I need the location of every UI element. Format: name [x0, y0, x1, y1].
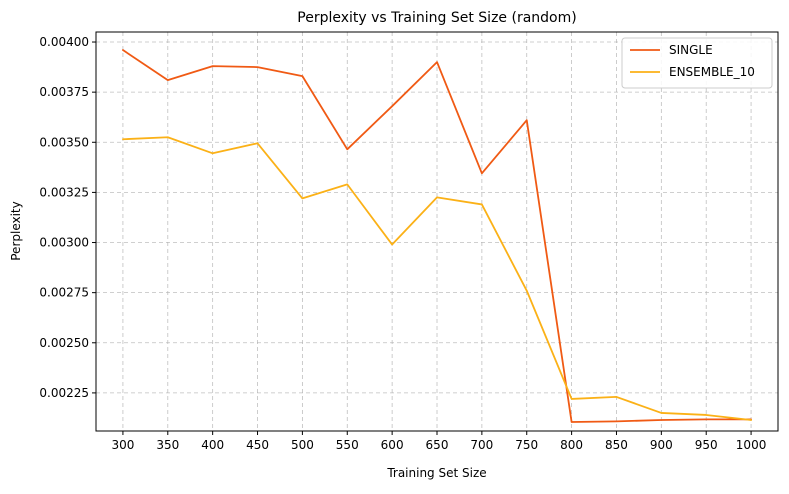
- y-axis-title: Perplexity: [9, 201, 23, 261]
- x-tick-label: 500: [291, 438, 314, 452]
- y-tick-label: 0.00225: [39, 386, 89, 400]
- grid: [96, 32, 778, 431]
- y-tick-label: 0.00350: [39, 135, 89, 149]
- x-tick-label: 1000: [736, 438, 767, 452]
- legend: SINGLE ENSEMBLE_10: [621, 37, 773, 89]
- x-tick-label: 800: [560, 438, 583, 452]
- x-tick-label: 450: [246, 438, 269, 452]
- x-tick-label: 350: [156, 438, 179, 452]
- series-line-ensemble-10: [122, 136, 752, 421]
- y-tick-label: 0.00325: [39, 185, 89, 199]
- y-tick-label: 0.00400: [39, 35, 89, 49]
- series-lines: [122, 49, 752, 423]
- x-axis-title: Training Set Size: [386, 466, 486, 480]
- y-tick-label: 0.00375: [39, 85, 89, 99]
- y-tick-label: 0.00275: [39, 286, 89, 300]
- legend-label: ENSEMBLE_10: [669, 65, 755, 79]
- chart-title: Perplexity vs Training Set Size (random): [297, 10, 576, 26]
- x-tick-label: 600: [381, 438, 404, 452]
- x-tick-label: 850: [605, 438, 628, 452]
- x-tick-label: 550: [336, 438, 359, 452]
- y-axis: 0.00225 0.00250 0.00275 0.00300 0.00325 0.003…: [39, 35, 96, 400]
- x-tick-label: 950: [695, 438, 718, 452]
- x-tick-label: 750: [515, 438, 538, 452]
- x-tick-label: 400: [201, 438, 224, 452]
- y-tick-label: 0.00300: [39, 236, 89, 250]
- x-tick-label: 650: [426, 438, 449, 452]
- x-axis: 300 350 400 450 500 550 600 650 700 750 800 850 900 9…: [111, 431, 766, 452]
- series-line-single: [122, 49, 752, 423]
- x-tick-label: 700: [470, 438, 493, 452]
- x-tick-label: 900: [650, 438, 673, 452]
- legend-label: SINGLE: [669, 43, 713, 57]
- x-tick-label: 300: [111, 438, 134, 452]
- y-tick-label: 0.00250: [39, 336, 89, 350]
